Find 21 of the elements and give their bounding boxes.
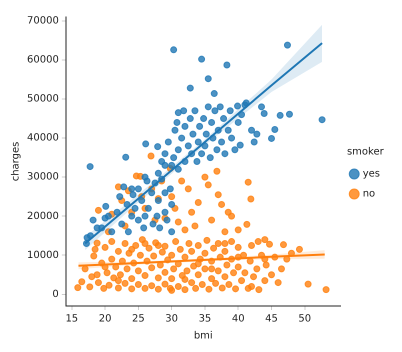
- legend-label: yes: [362, 168, 380, 180]
- y-tick-label: 50000: [27, 94, 59, 105]
- x-tick-label: 40: [232, 314, 245, 325]
- x-tick-label: 50: [298, 314, 312, 325]
- x-axis-title: bmi: [194, 330, 213, 342]
- x-tick-label: 25: [132, 314, 145, 325]
- legend-title: smoker: [346, 146, 385, 158]
- y-axis-title: charges: [10, 142, 22, 182]
- y-tick-label: 70000: [27, 16, 59, 26]
- y-tick-label: 30000: [27, 172, 59, 183]
- legend-label: no: [362, 188, 376, 200]
- y-tick-label: 0: [52, 288, 59, 300]
- x-tick-label: 30: [165, 314, 178, 325]
- y-tick-label: 20000: [27, 210, 59, 222]
- y-tick-label: 40000: [27, 132, 59, 144]
- x-tick-label: 20: [98, 314, 112, 325]
- x-tick-label: 45: [265, 314, 278, 325]
- x-tick-label: 15: [65, 314, 78, 325]
- y-tick-label: 60000: [27, 54, 59, 66]
- x-tick-label: 35: [198, 314, 212, 325]
- y-tick-label: 10000: [27, 250, 59, 261]
